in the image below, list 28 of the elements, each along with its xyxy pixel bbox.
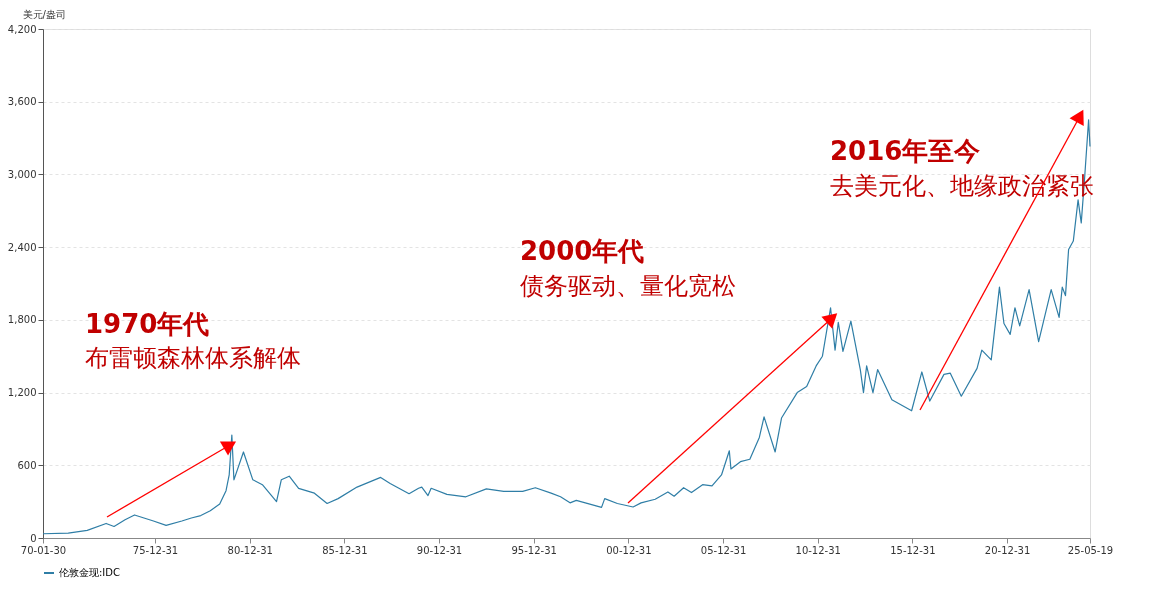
x-tick-label: 95-12-31 <box>511 544 557 556</box>
x-tick-label: 85-12-31 <box>322 544 368 556</box>
annotation: 2016年至今 <box>830 136 981 166</box>
line-series <box>42 119 1091 535</box>
x-tick-label: 00-12-31 <box>606 544 652 556</box>
x-tick-label: 25-05-19 <box>1067 544 1114 556</box>
y-tick-label: 2,400 <box>7 241 37 253</box>
y-tick-label: 4,200 <box>7 23 37 35</box>
x-tick-label: 70-01-30 <box>20 544 67 556</box>
y-tick-label: 3,600 <box>7 96 37 108</box>
annotation: 布雷顿森林体系解体 <box>85 344 301 372</box>
x-tick-label: 75-12-31 <box>132 544 179 556</box>
y-tick-label: 600 <box>17 459 37 471</box>
x-tick-label: 15-12-31 <box>890 544 936 556</box>
x-tick-label: 10-12-31 <box>795 544 841 556</box>
y-axis-title: 美元/盎司 <box>22 8 66 20</box>
y-tick-label: 3,000 <box>7 168 37 180</box>
x-tick-label: 80-12-31 <box>227 544 273 556</box>
x-tick-label: 20-12-31 <box>984 544 1031 556</box>
x-tick-label: 05-12-31 <box>700 544 747 556</box>
annotation: 债务驱动、量化宽松 <box>520 272 736 300</box>
annotation: 1970年代 <box>85 309 210 339</box>
legend-label: 伦敦金现:IDC <box>59 567 121 578</box>
y-tick-label: 1,200 <box>7 387 37 399</box>
annotation: 2000年代 <box>520 236 645 266</box>
x-tick-label: 90-12-31 <box>416 544 463 556</box>
y-tick-label: 1,800 <box>7 314 37 326</box>
y-tick-label: 0 <box>30 532 37 544</box>
